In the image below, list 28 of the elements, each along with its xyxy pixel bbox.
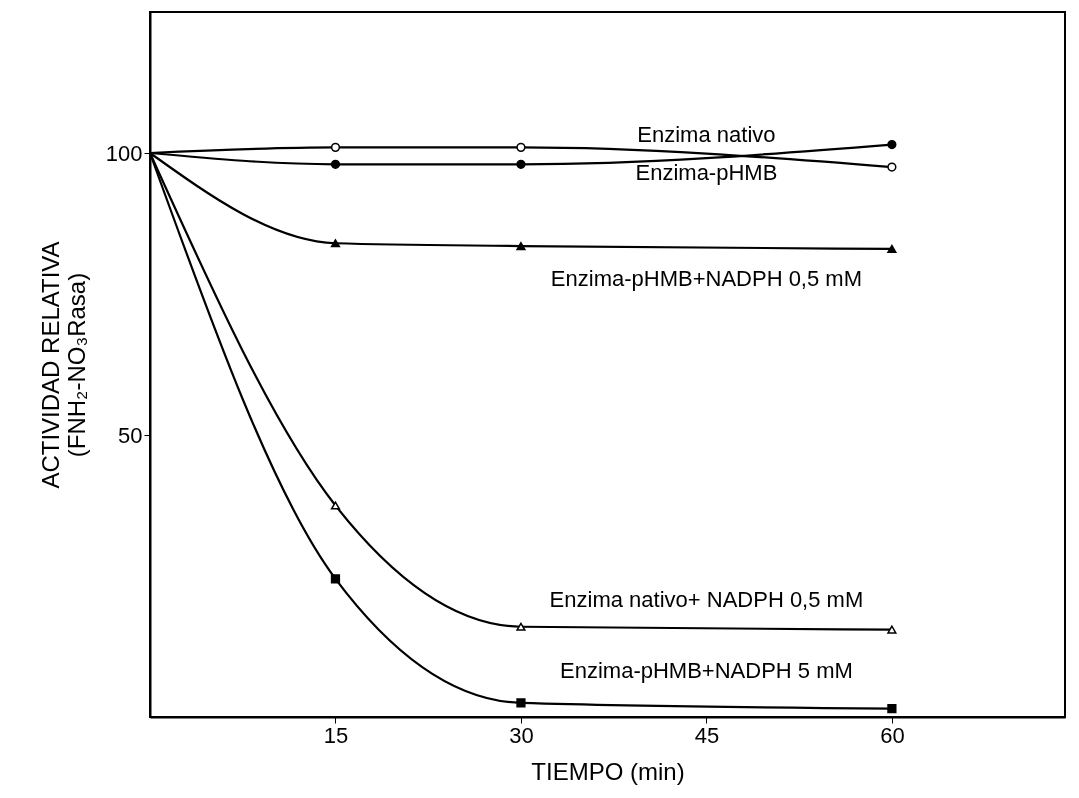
- series-label: Enzima-pHMB: [635, 159, 778, 185]
- point: [887, 703, 897, 714]
- x-tick-label: 30: [509, 722, 534, 748]
- y-tick-label: 50: [118, 422, 143, 448]
- x-tick-label: 15: [323, 722, 349, 748]
- point: [516, 241, 526, 251]
- point: [330, 239, 341, 248]
- point: [330, 159, 341, 169]
- series-label: Enzima-pHMB+NADPH 0,5 mM: [550, 265, 862, 291]
- point: [330, 142, 341, 152]
- x-axis-title: TIEMPO (min): [531, 757, 685, 785]
- point: [516, 142, 526, 152]
- point: [887, 139, 897, 150]
- point: [887, 162, 897, 172]
- point: [330, 574, 341, 584]
- series-label: Enzima-pHMB+NADPH 5 mM: [560, 657, 853, 683]
- point: [330, 501, 341, 510]
- series-label: Enzima nativo+ NADPH 0,5 mM: [549, 586, 864, 612]
- x-tick-label: 45: [694, 722, 720, 748]
- x-tick-label: 60: [880, 722, 905, 748]
- point: [516, 698, 526, 708]
- y-tick-label: 100: [105, 140, 143, 166]
- series-label: Enzima nativo: [637, 122, 776, 148]
- point: [887, 244, 897, 253]
- point: [516, 159, 526, 169]
- point: [887, 625, 897, 634]
- point: [516, 622, 526, 631]
- y-axis-title: ACTIVIDAD RELATIVA (FNH₂-NO₃Rasa): [36, 241, 90, 489]
